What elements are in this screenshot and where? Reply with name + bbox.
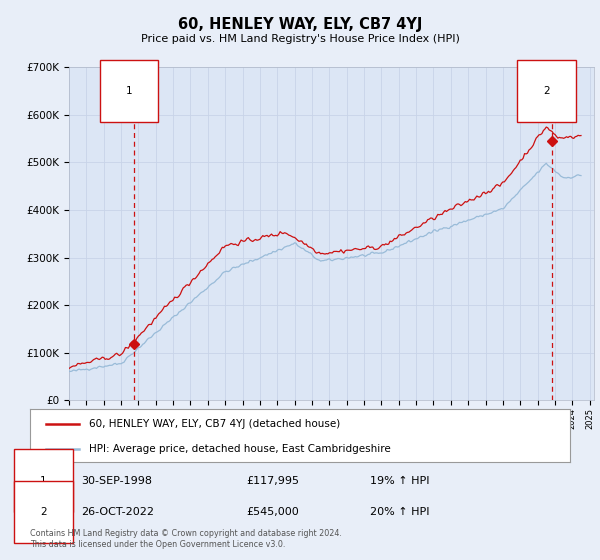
- Text: Price paid vs. HM Land Registry's House Price Index (HPI): Price paid vs. HM Land Registry's House …: [140, 34, 460, 44]
- Text: HPI: Average price, detached house, East Cambridgeshire: HPI: Average price, detached house, East…: [89, 444, 391, 454]
- Text: 60, HENLEY WAY, ELY, CB7 4YJ (detached house): 60, HENLEY WAY, ELY, CB7 4YJ (detached h…: [89, 419, 341, 429]
- Text: 19% ↑ HPI: 19% ↑ HPI: [370, 475, 430, 486]
- Text: 2: 2: [544, 86, 550, 96]
- Text: 60, HENLEY WAY, ELY, CB7 4YJ: 60, HENLEY WAY, ELY, CB7 4YJ: [178, 17, 422, 32]
- Text: 26-OCT-2022: 26-OCT-2022: [82, 507, 154, 517]
- Text: 1: 1: [40, 475, 47, 486]
- Text: 20% ↑ HPI: 20% ↑ HPI: [370, 507, 430, 517]
- Text: 30-SEP-1998: 30-SEP-1998: [82, 475, 152, 486]
- Text: 1: 1: [125, 86, 132, 96]
- Text: Contains HM Land Registry data © Crown copyright and database right 2024.
This d: Contains HM Land Registry data © Crown c…: [30, 529, 342, 549]
- Text: £545,000: £545,000: [246, 507, 299, 517]
- Text: £117,995: £117,995: [246, 475, 299, 486]
- Text: 2: 2: [40, 507, 47, 517]
